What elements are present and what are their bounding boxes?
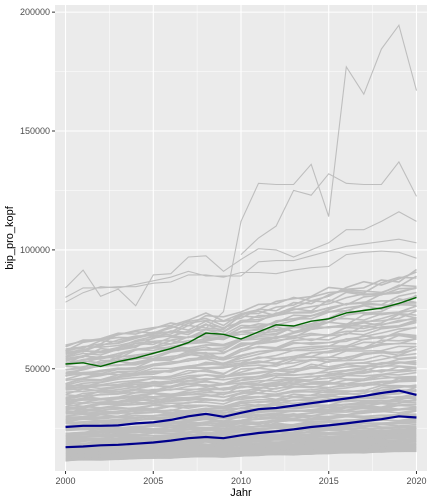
x-tick-label: 2020 <box>406 476 426 486</box>
region-line <box>65 211 417 307</box>
notable-region-lines <box>65 23 418 329</box>
region-line <box>65 404 417 425</box>
region-line <box>65 402 417 424</box>
y-tick-label: 150000 <box>20 126 50 136</box>
region-line <box>65 294 417 361</box>
region-line <box>65 423 417 439</box>
region-line <box>65 284 417 351</box>
x-axis-title: Jahr <box>230 487 252 499</box>
region-line <box>65 250 417 298</box>
region-line <box>65 374 417 405</box>
region-line <box>65 365 417 402</box>
region-line <box>65 316 417 375</box>
highlighted-line <box>65 296 417 368</box>
region-line <box>240 160 417 255</box>
region-line <box>65 321 417 375</box>
region-line <box>65 334 417 385</box>
region-line <box>65 275 417 352</box>
x-tick-label: 2015 <box>319 476 339 486</box>
region-line <box>65 286 417 354</box>
region-line <box>65 345 417 390</box>
highlighted-line <box>65 389 417 429</box>
y-tick-label: 200000 <box>20 7 50 17</box>
x-axis: 2000 2005 2010 2015 2020 <box>56 471 426 486</box>
region-line <box>65 437 417 450</box>
x-tick-label: 2000 <box>56 476 76 486</box>
highlighted-region-lines <box>65 296 417 449</box>
region-line <box>65 361 417 398</box>
y-tick-label: 50000 <box>25 364 50 374</box>
region-line <box>65 348 417 390</box>
region-line <box>65 413 417 431</box>
region-line <box>65 334 417 382</box>
region-line <box>65 287 417 353</box>
region-line <box>65 352 417 396</box>
y-axis: 50000 100000 150000 200000 <box>20 7 55 374</box>
region-line <box>205 23 418 329</box>
region-line <box>65 337 417 386</box>
x-tick-label: 2010 <box>231 476 251 486</box>
region-line <box>65 268 417 348</box>
region-line <box>65 389 417 415</box>
region-line <box>65 332 417 381</box>
y-tick-label: 100000 <box>20 245 50 255</box>
x-tick-label: 2005 <box>143 476 163 486</box>
y-axis-title: bip_pro_kopf <box>4 205 16 270</box>
highlighted-line <box>65 415 417 449</box>
